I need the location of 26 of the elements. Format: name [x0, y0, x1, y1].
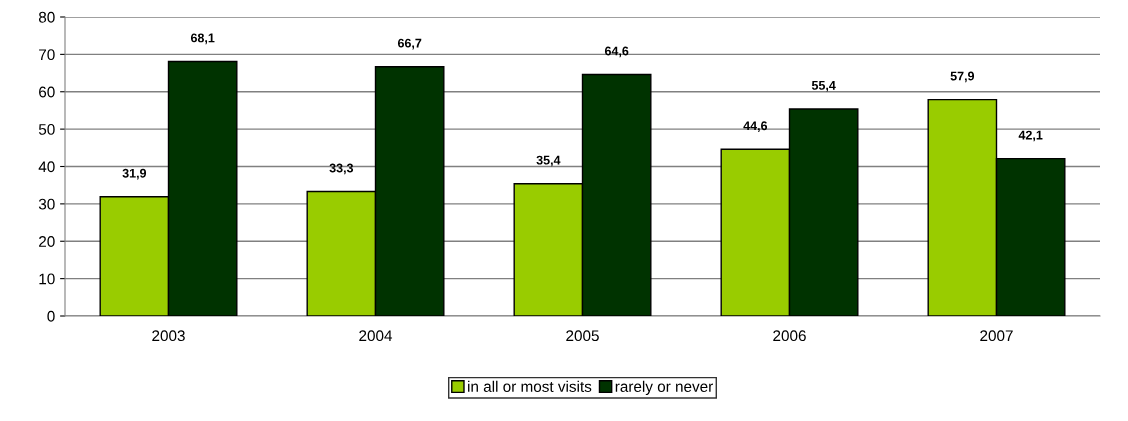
data-label: 64,6: [604, 46, 629, 58]
y-tick-label: 10: [39, 273, 55, 285]
data-label: 66,7: [397, 38, 422, 50]
x-tick-label: 2006: [773, 330, 806, 342]
y-tick-label: 0: [47, 310, 55, 322]
x-tick-label: 2007: [980, 330, 1013, 342]
y-tick-label: 20: [39, 236, 55, 247]
legend-label: rarely or never: [615, 380, 713, 396]
data-label: 68,1: [190, 33, 215, 45]
data-label: 42,1: [1018, 130, 1043, 142]
y-tick-label: 80: [38, 11, 55, 23]
x-tick-label: 2004: [359, 330, 393, 342]
y-tick-label: 60: [39, 86, 55, 98]
y-tick-label: 70: [39, 49, 55, 61]
y-tick-label: 30: [38, 198, 55, 210]
data-label: 57,9: [950, 71, 975, 83]
y-tick-label: 50: [38, 123, 55, 135]
data-label: 35,4: [536, 155, 561, 167]
x-tick-label: 2005: [566, 330, 599, 342]
legend-label: in all or most visits: [468, 380, 592, 392]
data-label: 55,4: [811, 81, 836, 92]
y-tick-label: 40: [38, 161, 55, 173]
data-label: 33,3: [329, 163, 354, 175]
data-label: 31,9: [122, 168, 147, 180]
x-tick-label: 2003: [152, 330, 185, 342]
data-label: 44,6: [743, 121, 768, 132]
